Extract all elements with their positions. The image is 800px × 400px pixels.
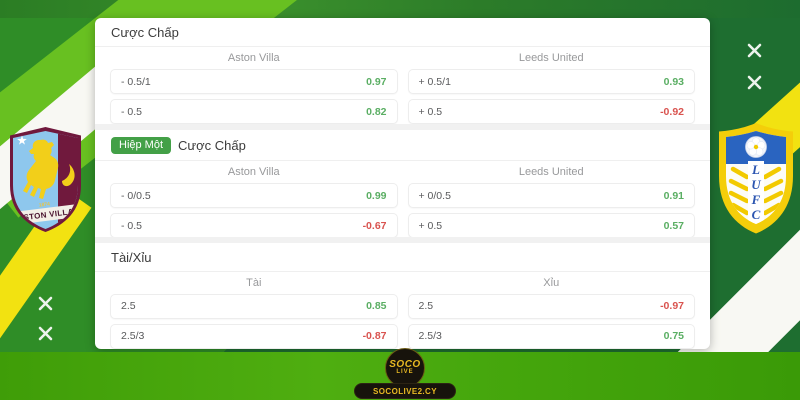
odds-cell[interactable]: 2.5 -0.97 <box>407 293 695 319</box>
handicap-label: - 0.5 <box>121 219 143 232</box>
odds-cell[interactable]: + 0.5/1 0.93 <box>407 69 695 94</box>
handicap-label: + 0.5 <box>418 219 443 232</box>
odds-value: 0.85 <box>366 300 387 313</box>
svg-text:U: U <box>751 177 761 192</box>
away-column: Leeds United + 0.5/1 0.93 + 0.5 -0.92 <box>407 49 695 129</box>
watermark-text: SOCOLIVE2.CY <box>373 386 437 396</box>
section-title: Cược Chấp <box>111 25 179 40</box>
odds-value: -0.67 <box>362 219 387 232</box>
section-header: Tài/Xỉu <box>95 243 710 272</box>
line-label: 2.5/3 <box>121 330 145 343</box>
odds-cell[interactable]: - 0.5 0.82 <box>110 99 398 124</box>
svg-text:L: L <box>751 162 760 177</box>
column-header-under: Xỉu <box>543 276 560 289</box>
svg-text:C: C <box>752 207 761 222</box>
handicap-label: - 0.5 <box>121 105 143 118</box>
section-body: Tài 2.5 0.85 2.5/3 -0.87 Xỉu 2.5 -0.97 <box>95 272 710 349</box>
odds-value: 0.97 <box>366 75 387 88</box>
av-year: 1874 <box>39 201 51 208</box>
odds-cell[interactable]: + 0.5 -0.92 <box>407 99 695 124</box>
logo-text-line1: SOCO <box>389 359 421 371</box>
line-label: 2.5 <box>121 300 136 313</box>
odds-value: -0.87 <box>362 330 387 343</box>
section-body: Aston Villa - 0.5/1 0.97 - 0.5 0.82 Leed… <box>95 47 710 137</box>
logo-text-line2: LIVE <box>396 368 414 375</box>
odds-cell[interactable]: - 0.5/1 0.97 <box>110 69 398 94</box>
column-header-home: Aston Villa <box>227 52 280 64</box>
column-header-over: Tài <box>246 276 262 289</box>
odds-value: -0.92 <box>660 105 684 118</box>
handicap-label: + 0.5 <box>418 105 443 118</box>
odds-cell[interactable]: - 0.5 -0.67 <box>110 213 398 239</box>
section-separator <box>95 124 710 131</box>
x-mark-icon <box>746 42 763 59</box>
odds-value: 0.99 <box>366 189 387 202</box>
odds-cell[interactable]: 2.5/3 0.75 <box>407 323 695 349</box>
section-header: Hiệp Một Cược Chấp <box>95 130 710 162</box>
aston-villa-badge: 1874 ASTON VILLA <box>7 126 84 233</box>
over-column: Tài 2.5 0.85 2.5/3 -0.87 <box>110 274 398 349</box>
section-title: Cược Chấp <box>178 138 246 154</box>
av-star-icon <box>17 135 27 145</box>
handicap-label: + 0.5/1 <box>418 75 451 88</box>
svg-text:F: F <box>751 192 761 207</box>
odds-panel: Cược Chấp Aston Villa - 0.5/1 0.97 - 0.5… <box>95 18 710 349</box>
odds-value: 0.91 <box>663 189 684 202</box>
odds-value: 0.57 <box>663 219 684 232</box>
odds-cell[interactable]: - 0/0.5 0.99 <box>110 183 398 209</box>
odds-cell[interactable]: 2.5/3 -0.87 <box>110 323 398 349</box>
under-column: Xỉu 2.5 -0.97 2.5/3 0.75 <box>407 274 695 349</box>
handicap-label: - 0.5/1 <box>121 75 151 88</box>
leeds-united-badge: L U F C <box>716 121 796 235</box>
period-badge: Hiệp Một <box>111 137 172 155</box>
odds-cell[interactable]: + 0/0.5 0.91 <box>407 183 695 209</box>
section-body: Aston Villa - 0/0.5 0.99 - 0.5 -0.67 Lee… <box>95 161 710 251</box>
odds-value: -0.97 <box>660 300 684 313</box>
column-header-away: Leeds United <box>518 166 584 179</box>
section-header: Cược Chấp <box>95 18 710 47</box>
section-over-under: Tài/Xỉu Tài 2.5 0.85 2.5/3 -0.87 Xỉu <box>95 243 710 349</box>
av-lion-icon <box>23 139 59 199</box>
section-first-half-handicap: Hiệp Một Cược Chấp Aston Villa - 0/0.5 0… <box>95 130 710 239</box>
odds-value: 0.75 <box>663 330 684 343</box>
lu-initials: L U F C <box>751 162 762 222</box>
odds-value: 0.82 <box>366 105 387 118</box>
socolive-logo-icon: SOCO LIVE <box>385 348 425 388</box>
x-mark-icon <box>746 74 763 91</box>
column-header-away: Leeds United <box>518 52 584 64</box>
lu-laurel-icon <box>728 166 784 216</box>
section-title: Tài/Xỉu <box>111 249 152 265</box>
x-mark-icon <box>37 325 54 342</box>
x-mark-icon <box>37 295 54 312</box>
handicap-label: + 0/0.5 <box>418 189 451 202</box>
section-separator <box>95 236 710 243</box>
odds-cell[interactable]: 2.5 0.85 <box>110 293 398 319</box>
home-column: Aston Villa - 0.5/1 0.97 - 0.5 0.82 <box>110 49 398 129</box>
home-column: Aston Villa - 0/0.5 0.99 - 0.5 -0.67 <box>110 163 398 243</box>
line-label: 2.5 <box>418 300 434 313</box>
watermark-badge: SOCOLIVE2.CY <box>354 383 456 399</box>
section-handicap: Cược Chấp Aston Villa - 0.5/1 0.97 - 0.5… <box>95 18 710 124</box>
column-header-home: Aston Villa <box>227 166 280 179</box>
away-column: Leeds United + 0/0.5 0.91 + 0.5 0.57 <box>407 163 695 243</box>
line-label: 2.5/3 <box>418 330 442 343</box>
handicap-label: - 0/0.5 <box>121 189 151 202</box>
odds-cell[interactable]: + 0.5 0.57 <box>407 213 695 239</box>
odds-value: 0.93 <box>663 75 684 88</box>
